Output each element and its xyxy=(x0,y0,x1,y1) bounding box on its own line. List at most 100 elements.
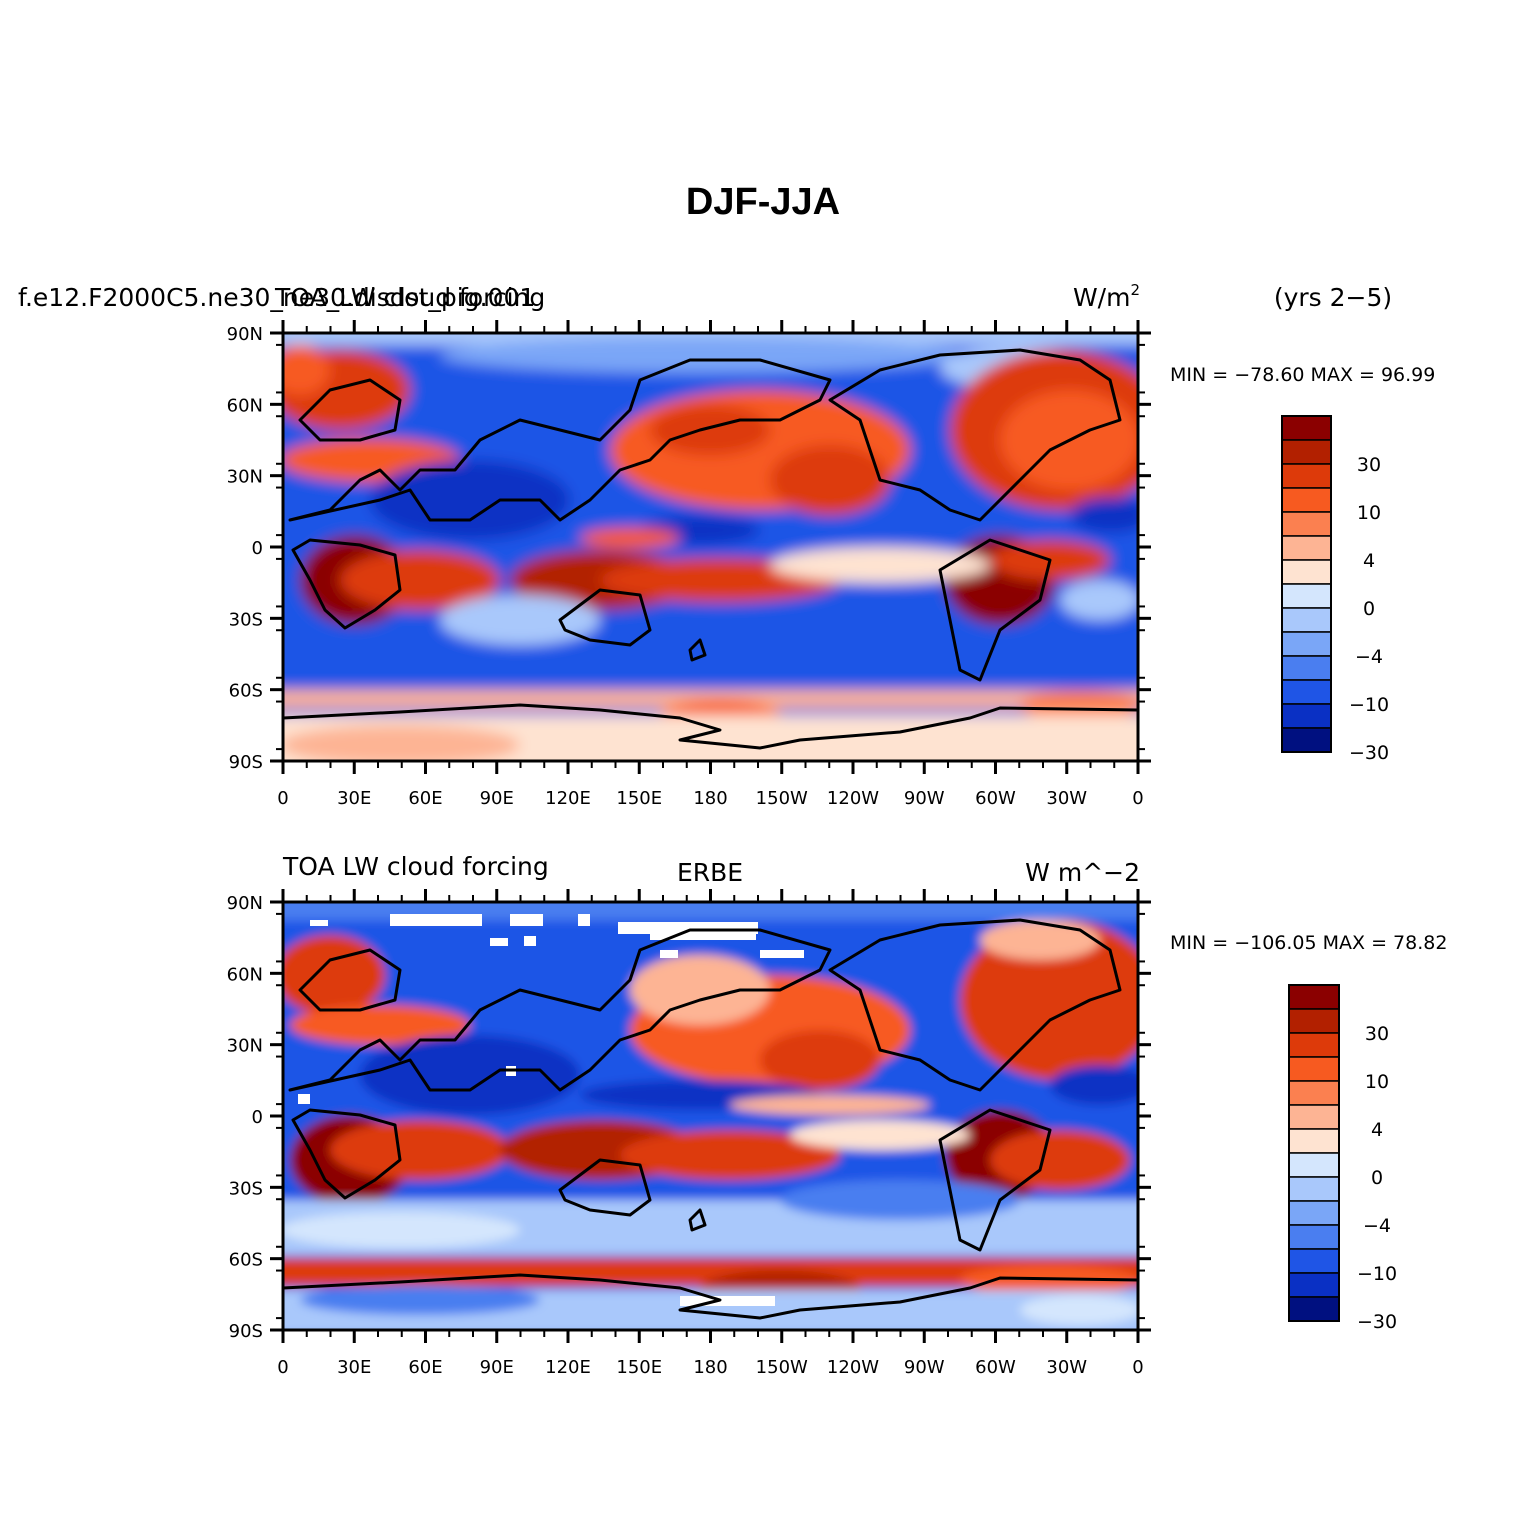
figure-title: DJF-JJA xyxy=(686,181,840,223)
colorbar-label: −10 xyxy=(1349,694,1389,716)
lon-tick-label: 150W xyxy=(756,788,808,809)
lat-tick-label: 60S xyxy=(229,1250,263,1271)
lon-tick-label: 30E xyxy=(337,788,371,809)
panel-2-left-label: TOA LW cloud forcing xyxy=(282,852,549,881)
lat-tick-label: 90N xyxy=(227,893,263,914)
colorbar-box xyxy=(1288,1272,1340,1298)
lon-tick-label: 120E xyxy=(545,1357,591,1378)
colorbar-label: 10 xyxy=(1365,1071,1389,1093)
panel-1-left-label: f.e12.F2000C5.ne30_ne30.disdst_pig.001 xyxy=(18,283,535,312)
lon-tick-label: 120W xyxy=(827,1357,879,1378)
colorbar-box xyxy=(1288,1080,1340,1106)
panel-2-map-field xyxy=(283,902,1138,1330)
lon-tick-label: 30W xyxy=(1046,788,1087,809)
lat-tick-label: 0 xyxy=(252,1107,263,1128)
colorbar-box xyxy=(1281,727,1332,753)
colorbar-label: 30 xyxy=(1357,454,1381,476)
colorbar-label: 0 xyxy=(1371,1167,1383,1189)
colorbar-box xyxy=(1281,439,1332,465)
colorbar-box xyxy=(1288,1248,1340,1274)
panel-2-center-label: ERBE xyxy=(677,858,743,887)
lat-tick-label: 30N xyxy=(227,467,263,488)
lon-tick-label: 180 xyxy=(693,788,727,809)
panel-1-ticks xyxy=(270,320,1151,774)
lon-tick-label: 90E xyxy=(480,788,514,809)
colorbar-label: −4 xyxy=(1355,646,1383,668)
lat-tick-label: 30S xyxy=(229,609,263,630)
lon-tick-label: 60W xyxy=(975,788,1016,809)
panel-obs: TOA LW cloud forcing ERBE W m^−2 xyxy=(227,852,1448,1378)
lat-tick-label: 30S xyxy=(229,1178,263,1199)
colorbar-label: −4 xyxy=(1363,1215,1391,1237)
lon-tick-label: 90E xyxy=(480,1357,514,1378)
colorbar-box xyxy=(1281,583,1332,609)
panel-2-colorbar: 30 10 4 0 −4 −10 −30 xyxy=(1288,984,1397,1333)
lat-tick-label: 90S xyxy=(229,1321,263,1342)
colorbar-label: 4 xyxy=(1371,1119,1383,1141)
colorbar-label: 0 xyxy=(1363,598,1375,620)
colorbar-box xyxy=(1281,463,1332,489)
panel-2-ticks xyxy=(270,889,1151,1343)
panel-2-lon-labels: 0 30E 60E 90E 120E 150E 180 150W 120W 90W 60W 30W 0 xyxy=(277,1357,1143,1378)
lon-tick-label: 30E xyxy=(337,1357,371,1378)
panel-model: f.e12.F2000C5.ne30_ne30.disdst_pig.001 T… xyxy=(18,281,1435,809)
lon-tick-label: 0 xyxy=(277,1357,288,1378)
panel-1-min-max: MIN = −78.60 MAX = 96.99 xyxy=(1170,364,1435,386)
panel-1-lon-labels: 0 30E 60E 90E 120E 150E 180 150W 120W 90W 60W 30W 0 xyxy=(277,788,1143,809)
colorbar-label: 10 xyxy=(1357,502,1381,524)
colorbar-box xyxy=(1288,1008,1340,1034)
panel-1-colorbar: 30 10 4 0 −4 −10 −30 xyxy=(1281,415,1389,764)
colorbar-box xyxy=(1288,1104,1340,1130)
colorbar-box xyxy=(1281,679,1332,705)
colorbar-box xyxy=(1288,1032,1340,1058)
colorbar-label: 4 xyxy=(1363,550,1375,572)
colorbar-box xyxy=(1288,1296,1340,1322)
colorbar-box xyxy=(1288,1200,1340,1226)
lon-tick-label: 90W xyxy=(904,1357,945,1378)
colorbar-label: 30 xyxy=(1365,1023,1389,1045)
lon-tick-label: 120E xyxy=(545,788,591,809)
panel-1-lat-labels: 90N 60N 30N 0 30S 60S 90S xyxy=(227,324,263,773)
lat-tick-label: 0 xyxy=(252,538,263,559)
lon-tick-label: 150E xyxy=(616,788,662,809)
colorbar-box xyxy=(1288,1128,1340,1154)
colorbar-box xyxy=(1281,631,1332,657)
lon-tick-label: 60E xyxy=(408,1357,442,1378)
colorbar-label: −10 xyxy=(1357,1263,1397,1285)
panel-1-coastlines xyxy=(283,348,1138,750)
colorbar-box xyxy=(1288,1056,1340,1082)
lon-tick-label: 120W xyxy=(827,788,879,809)
lon-tick-label: 30W xyxy=(1046,1357,1087,1378)
colorbar-box xyxy=(1281,415,1332,441)
lon-tick-label: 0 xyxy=(1132,788,1143,809)
colorbar-box xyxy=(1288,1152,1340,1178)
colorbar-label: −30 xyxy=(1357,1311,1397,1333)
colorbar-box xyxy=(1288,1176,1340,1202)
panel-1-map-field xyxy=(283,333,1138,761)
lon-tick-label: 0 xyxy=(1132,1357,1143,1378)
lon-tick-label: 180 xyxy=(693,1357,727,1378)
colorbar-box xyxy=(1281,511,1332,537)
panel-1-center-label: TOA_LW cloud forcing xyxy=(274,283,545,312)
panel-1-years-label: (yrs 2−5) xyxy=(1274,283,1392,312)
lon-tick-label: 150E xyxy=(616,1357,662,1378)
colorbar-box xyxy=(1288,984,1340,1010)
lon-tick-label: 60W xyxy=(975,1357,1016,1378)
panel-2-coastlines xyxy=(283,918,1138,1320)
colorbar-box xyxy=(1281,655,1332,681)
colorbar-box xyxy=(1281,559,1332,585)
panel-1-units: W/m2 xyxy=(1073,281,1140,312)
colorbar-label: −30 xyxy=(1349,742,1389,764)
colorbar-box xyxy=(1288,1224,1340,1250)
lat-tick-label: 90S xyxy=(229,752,263,773)
lat-tick-label: 60S xyxy=(229,681,263,702)
lon-tick-label: 0 xyxy=(277,788,288,809)
lat-tick-label: 30N xyxy=(227,1036,263,1057)
lon-tick-label: 60E xyxy=(408,788,442,809)
colorbar-box xyxy=(1281,487,1332,513)
lat-tick-label: 60N xyxy=(227,964,263,985)
colorbar-box xyxy=(1281,535,1332,561)
colorbar-box xyxy=(1281,607,1332,633)
lat-tick-label: 60N xyxy=(227,395,263,416)
